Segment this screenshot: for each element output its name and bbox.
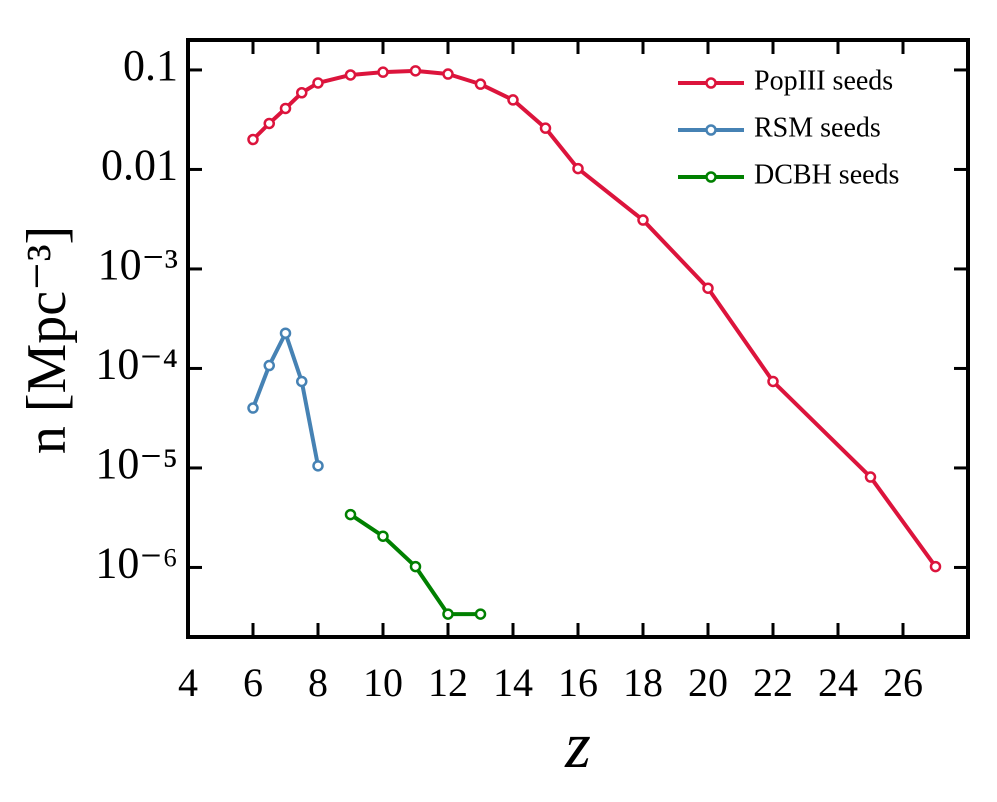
data-point bbox=[377, 66, 389, 78]
y-axis-label: n [Mpc⁻³] bbox=[16, 226, 78, 454]
y-tick-label: 0.1 bbox=[123, 41, 178, 90]
x-tick-label: 20 bbox=[688, 660, 728, 705]
data-point bbox=[572, 162, 584, 175]
data-point bbox=[702, 282, 714, 294]
data-point bbox=[474, 78, 487, 90]
legend-marker bbox=[705, 124, 717, 136]
data-point bbox=[296, 375, 308, 388]
x-tick-label: 22 bbox=[753, 660, 793, 705]
data-point bbox=[279, 327, 292, 339]
y-tick-label: 10⁻⁵ bbox=[95, 439, 178, 488]
data-point bbox=[312, 460, 324, 472]
x-tick-label: 24 bbox=[818, 660, 858, 705]
x-tick-label: 8 bbox=[308, 660, 328, 705]
legend-marker bbox=[705, 171, 717, 183]
y-tick-label: 0.01 bbox=[101, 141, 178, 190]
y-tick-label: 10⁻⁶ bbox=[95, 539, 178, 588]
data-point bbox=[247, 133, 259, 146]
x-tick-label: 12 bbox=[428, 660, 468, 705]
y-tick-label: 10⁻⁴ bbox=[95, 340, 178, 389]
legend-label: RSM seeds bbox=[754, 112, 881, 143]
data-point bbox=[864, 471, 877, 483]
x-tick-label: 10 bbox=[363, 660, 403, 705]
data-point bbox=[442, 608, 454, 620]
series-line bbox=[251, 68, 938, 568]
data-point bbox=[637, 214, 649, 226]
data-point bbox=[263, 359, 275, 372]
data-point bbox=[296, 87, 308, 99]
data-point bbox=[409, 65, 422, 77]
x-tick-label: 6 bbox=[243, 660, 263, 705]
data-point bbox=[409, 560, 422, 573]
data-point bbox=[377, 530, 389, 542]
data-point bbox=[344, 69, 357, 81]
x-tick-label: 4 bbox=[178, 660, 198, 705]
data-point bbox=[312, 77, 324, 89]
data-point bbox=[507, 94, 519, 106]
data-point bbox=[539, 122, 552, 134]
x-tick-label: 26 bbox=[883, 660, 923, 705]
data-point bbox=[929, 560, 942, 573]
plot-frame bbox=[186, 38, 970, 639]
y-tick-label: 10⁻³ bbox=[98, 240, 178, 289]
data-point bbox=[344, 508, 357, 521]
x-tick-label: 14 bbox=[493, 660, 533, 705]
data-point bbox=[263, 117, 275, 130]
data-point bbox=[279, 102, 292, 115]
x-axis-label: z bbox=[564, 709, 591, 782]
x-tick-label: 18 bbox=[623, 660, 663, 705]
data-point bbox=[442, 68, 454, 80]
data-point bbox=[247, 402, 259, 414]
legend-label: PopIII seeds bbox=[754, 65, 893, 96]
series-line bbox=[251, 331, 320, 467]
x-tick-label: 16 bbox=[558, 660, 598, 705]
legend-label: DCBH seeds bbox=[754, 159, 899, 190]
data-point bbox=[474, 608, 487, 620]
legend-marker bbox=[705, 77, 717, 89]
data-point bbox=[767, 375, 779, 388]
